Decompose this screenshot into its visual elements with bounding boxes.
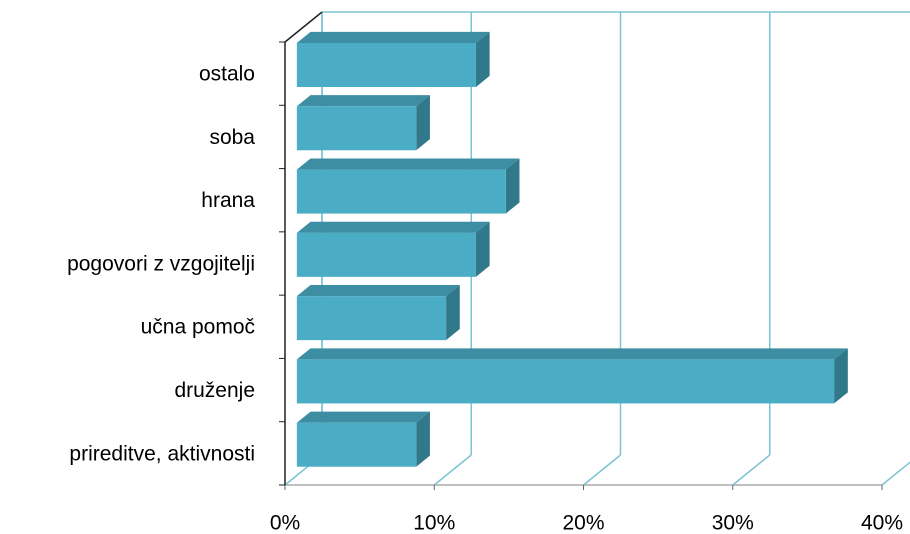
bar (296, 411, 430, 467)
floor-grid-line (732, 454, 771, 486)
x-tick-label: 10% (413, 512, 455, 534)
bar (296, 31, 490, 87)
bar-top (296, 31, 490, 43)
bar (296, 158, 520, 214)
bar-front (296, 106, 417, 151)
y-tick-label: prireditve, aktivnosti (69, 442, 255, 465)
bar-front (296, 43, 476, 87)
bar (296, 221, 490, 277)
x-tick-label: 40% (861, 512, 903, 534)
floor-grid-line (583, 454, 621, 486)
bar-front (296, 296, 447, 341)
left-wall-top (284, 11, 323, 43)
x-tick-label: 30% (712, 512, 754, 534)
bar-front (296, 232, 476, 277)
floor-grid-line (433, 454, 472, 486)
bar (296, 95, 430, 151)
bar-side (834, 348, 848, 404)
bar-top (296, 221, 490, 233)
bar-front (296, 169, 506, 214)
bar (296, 285, 460, 341)
bar-side (475, 221, 490, 277)
bar-side (505, 158, 520, 214)
y-tick-label: druženje (174, 379, 255, 402)
y-tick-label: učna pomoč (141, 316, 255, 339)
bar-side (416, 411, 430, 467)
bar-front (296, 422, 417, 467)
y-tick-label: ostalo (199, 63, 255, 86)
bar-top (296, 285, 460, 297)
bar-front (296, 359, 835, 404)
y-tick-label: pogovori z vzgojitelji (67, 252, 255, 275)
y-tick-label: hrana (201, 189, 255, 212)
bar-top (296, 411, 430, 423)
bar-top (296, 158, 520, 170)
y-tick-label: soba (209, 126, 255, 149)
floor-grid-line (881, 461, 910, 486)
bar-side (446, 285, 460, 341)
x-tick-label: 20% (562, 512, 604, 534)
x-tick-label: 0% (270, 512, 300, 534)
bar-top (296, 95, 430, 107)
bar-side (475, 31, 490, 87)
bar-side (416, 95, 430, 151)
bar-top (296, 348, 848, 360)
bar (296, 348, 848, 404)
